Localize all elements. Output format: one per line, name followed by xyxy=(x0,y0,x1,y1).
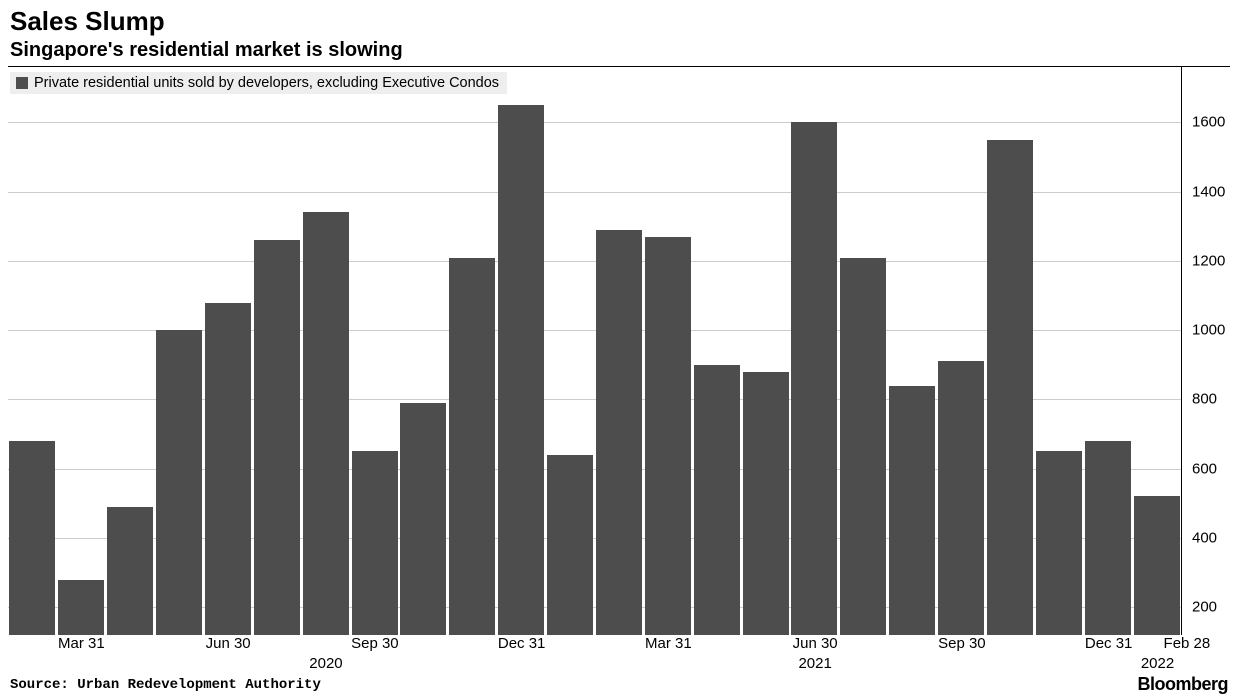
x-tick-label: Mar 31 xyxy=(645,635,692,652)
bar xyxy=(205,303,251,635)
bar xyxy=(254,240,300,635)
chart-subtitle: Singapore's residential market is slowin… xyxy=(0,37,1240,68)
bar xyxy=(596,230,642,635)
x-year-label: 2021 xyxy=(798,655,831,672)
bar-slot xyxy=(692,67,741,635)
bar xyxy=(889,386,935,635)
bar xyxy=(1134,496,1180,635)
bar-slot xyxy=(643,67,692,635)
bars-container xyxy=(8,67,1181,635)
bar-slot xyxy=(106,67,155,635)
bar-slot xyxy=(399,67,448,635)
bar xyxy=(352,451,398,635)
legend-swatch xyxy=(16,77,28,89)
bar xyxy=(840,258,886,636)
bar xyxy=(156,330,202,635)
bar-slot xyxy=(497,67,546,635)
bar-slot xyxy=(57,67,106,635)
x-tick-label: Feb 28 xyxy=(1164,635,1211,652)
bar xyxy=(547,455,593,635)
bar xyxy=(743,372,789,635)
y-tick-label: 600 xyxy=(1186,460,1230,477)
bar xyxy=(645,237,691,635)
x-tick-label: Sep 30 xyxy=(351,635,399,652)
bar xyxy=(449,258,495,636)
plot-area xyxy=(8,67,1182,635)
x-tick-label: Jun 30 xyxy=(793,635,838,652)
bar-slot xyxy=(301,67,350,635)
y-tick-label: 200 xyxy=(1186,599,1230,616)
bar xyxy=(1085,441,1131,635)
bar xyxy=(791,122,837,635)
x-tick-label: Dec 31 xyxy=(498,635,546,652)
bar-slot xyxy=(1132,67,1181,635)
bar-slot xyxy=(350,67,399,635)
x-tick-label: Mar 31 xyxy=(58,635,105,652)
source-line: Source: Urban Redevelopment Authority xyxy=(10,677,321,693)
bar-slot xyxy=(1034,67,1083,635)
bar-slot xyxy=(252,67,301,635)
bar xyxy=(107,507,153,635)
bar xyxy=(987,140,1033,635)
bar xyxy=(400,403,446,635)
bar xyxy=(58,580,104,635)
bar-slot xyxy=(839,67,888,635)
x-year-label: 2022 xyxy=(1141,655,1174,672)
bar xyxy=(694,365,740,635)
legend: Private residential units sold by develo… xyxy=(10,72,507,94)
bar xyxy=(303,212,349,635)
y-tick-label: 1000 xyxy=(1186,322,1230,339)
bar-slot xyxy=(790,67,839,635)
bar-slot xyxy=(155,67,204,635)
y-tick-label: 1200 xyxy=(1186,252,1230,269)
x-axis: Mar 31 Jun 30 Sep 30 Dec 31 Mar 31 Jun 30 Sep … xyxy=(8,635,1182,675)
bar xyxy=(1036,451,1082,635)
y-tick-label: 1600 xyxy=(1186,114,1230,131)
bar-slot xyxy=(937,67,986,635)
y-tick-label: 400 xyxy=(1186,530,1230,547)
bar-slot xyxy=(741,67,790,635)
y-tick-label: 800 xyxy=(1186,391,1230,408)
bar-slot xyxy=(8,67,57,635)
bar-slot xyxy=(888,67,937,635)
chart-area: 200 400 600 800 1000 1200 1400 1600 xyxy=(8,66,1230,635)
bar-slot xyxy=(595,67,644,635)
bar-slot xyxy=(546,67,595,635)
x-tick-label: Sep 30 xyxy=(938,635,986,652)
x-tick-label: Jun 30 xyxy=(206,635,251,652)
bar-slot xyxy=(1083,67,1132,635)
bar-slot xyxy=(986,67,1035,635)
x-year-label: 2020 xyxy=(309,655,342,672)
x-tick-label: Dec 31 xyxy=(1085,635,1133,652)
bar xyxy=(9,441,55,635)
legend-label: Private residential units sold by develo… xyxy=(34,75,499,91)
brand-label: Bloomberg xyxy=(1137,674,1228,695)
y-tick-label: 1400 xyxy=(1186,183,1230,200)
bar-slot xyxy=(204,67,253,635)
chart-title: Sales Slump xyxy=(0,0,1240,37)
bar xyxy=(498,105,544,635)
bar-slot xyxy=(448,67,497,635)
bar xyxy=(938,361,984,635)
